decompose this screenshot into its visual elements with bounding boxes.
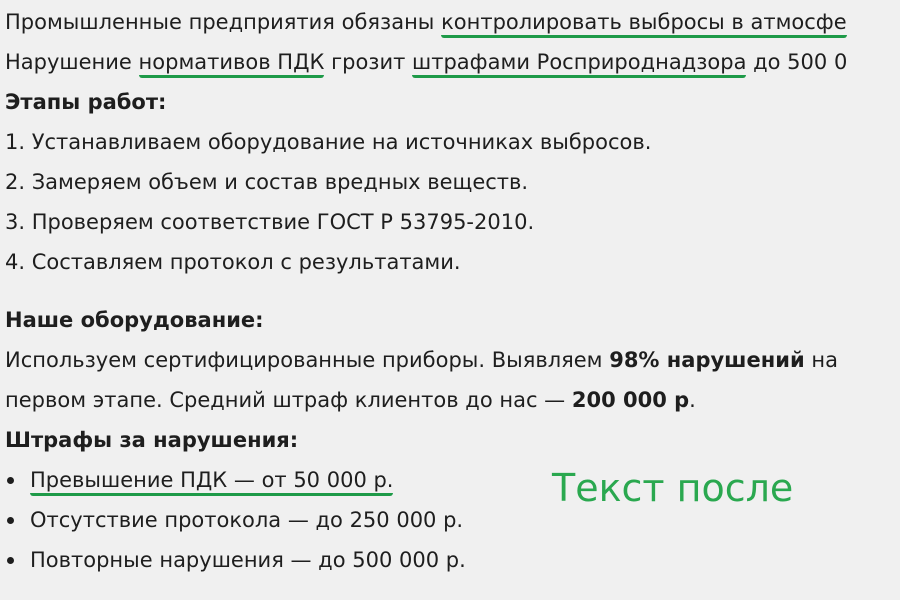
- list-item: 4. Составляем протокол с результатами.: [5, 250, 461, 274]
- bullet-list: Превышение ПДК — от 50 000 р. Отсутствие …: [5, 460, 900, 580]
- text-segment: Отсутствие протокола — до 250 000 р.: [30, 508, 464, 532]
- bullet-item: Отсутствие протокола — до 250 000 р.: [5, 500, 900, 540]
- bold-text: 200 000 р: [571, 388, 690, 412]
- bullet-item: Превышение ПДК — от 50 000 р.: [5, 460, 900, 500]
- document: Промышленные предприятия обязаны контрол…: [5, 2, 900, 580]
- bullet-item: Повторные нарушения — до 500 000 р.: [5, 540, 900, 580]
- underlined-text: Превышение ПДК — от 50 000 р.: [30, 468, 394, 496]
- text-segment: грозит: [324, 50, 413, 74]
- paragraph: Используем сертифицированные приборы. Вы…: [5, 340, 900, 420]
- section-heading: Этапы работ:: [5, 90, 167, 114]
- list-item: 1. Устанавливаем оборудование на источни…: [5, 130, 652, 154]
- paragraph-line: Промышленные предприятия обязаны контрол…: [5, 2, 900, 42]
- paragraph-line: Используем сертифицированные приборы. Вы…: [5, 340, 900, 380]
- underlined-text: штрафами Росприроднадзора: [412, 50, 747, 78]
- list-item: 3. Проверяем соответствие ГОСТ Р 53795-2…: [5, 210, 535, 234]
- section-heading: Наше оборудование:: [5, 308, 264, 332]
- bold-text: 98% нарушений: [609, 348, 805, 372]
- underlined-text: нормативов ПДК: [138, 50, 325, 78]
- paragraph: Промышленные предприятия обязаны контрол…: [5, 2, 900, 82]
- annotation: Текст после: [552, 466, 794, 510]
- text-segment: Используем сертифицированные приборы. Вы…: [5, 348, 610, 372]
- list-item: 2. Замеряем объем и состав вредных вещес…: [5, 170, 529, 194]
- text-segment: на: [804, 348, 838, 372]
- paragraph-line: Нарушение нормативов ПДК грозит штрафами…: [5, 42, 900, 82]
- underlined-text: контролировать выбросы в атмосфе: [441, 10, 847, 38]
- text-segment: первом этапе. Средний штраф клиентов до …: [5, 388, 572, 412]
- text-segment: Повторные нарушения — до 500 000 р.: [30, 548, 466, 572]
- text-segment: до 500 0: [746, 50, 848, 74]
- paragraph-line: первом этапе. Средний штраф клиентов до …: [5, 380, 900, 420]
- text-segment: .: [689, 388, 696, 412]
- text-segment: Нарушение: [5, 50, 139, 74]
- numbered-list: 1. Устанавливаем оборудование на источни…: [5, 122, 900, 282]
- text-segment: Промышленные предприятия обязаны: [5, 10, 442, 34]
- section-heading: Штрафы за нарушения:: [5, 428, 299, 452]
